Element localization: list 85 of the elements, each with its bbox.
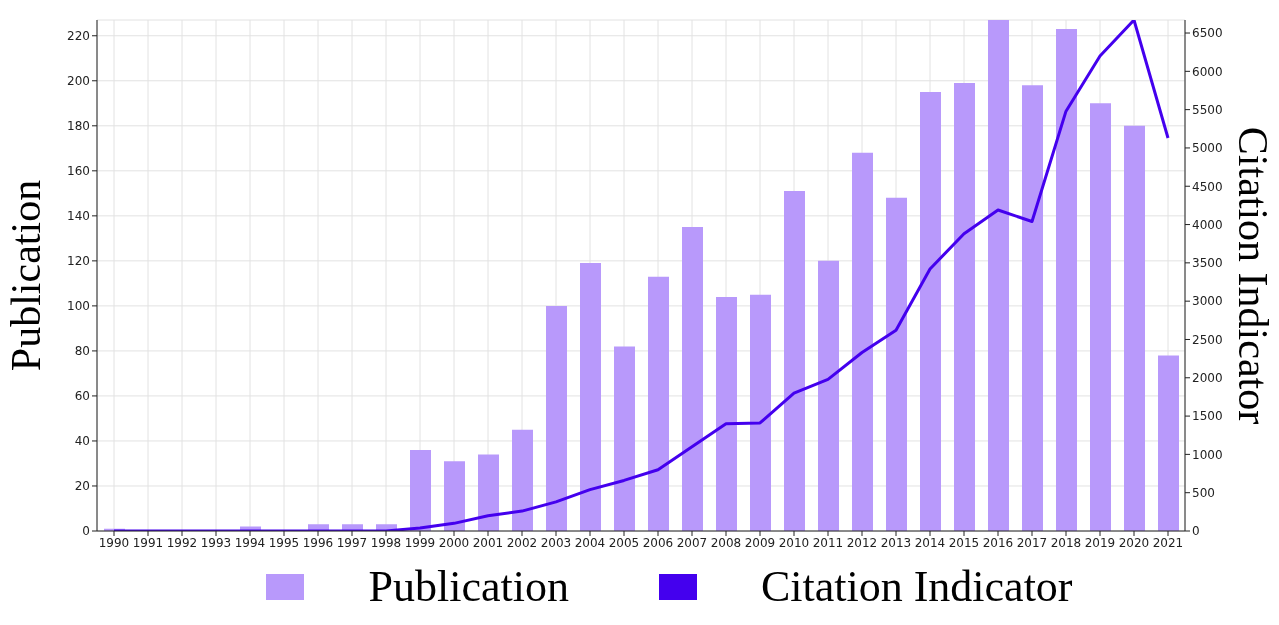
x-tick-label: 2012	[846, 535, 878, 550]
bar	[682, 227, 703, 531]
y-tick-label: 160	[67, 164, 90, 179]
x-tick-label: 2007	[676, 535, 708, 550]
x-tick-label: 1990	[98, 535, 130, 550]
bar	[614, 346, 635, 531]
bar	[818, 260, 839, 531]
x-tick-label: 1993	[200, 535, 232, 550]
bar	[784, 191, 805, 531]
bar	[988, 20, 1009, 531]
x-tick-label: 2016	[982, 535, 1014, 550]
x-tick-label: 2001	[472, 535, 504, 550]
x-tick-label: 2010	[778, 535, 810, 550]
y2-tick-label: 3500	[1192, 256, 1223, 271]
x-tick-label: 2020	[1118, 535, 1150, 550]
x-tick-label: 2006	[642, 535, 674, 550]
y2-tick-label: 5000	[1192, 141, 1223, 156]
y-tick-label: 200	[67, 74, 90, 89]
x-tick-label: 2013	[880, 535, 912, 550]
y2-tick-label: 6500	[1192, 26, 1223, 41]
x-tick-label: 1999	[404, 535, 436, 550]
x-tick-label: 2018	[1050, 535, 1082, 550]
y-tick-label: 120	[67, 254, 90, 269]
x-tick-label: 2011	[812, 535, 844, 550]
x-tick-label: 2008	[710, 535, 742, 550]
y2-tick-label: 4500	[1192, 179, 1223, 194]
bar	[648, 276, 669, 531]
y-tick-label: 220	[67, 29, 90, 44]
y-tick-label: 40	[74, 434, 90, 449]
y-tick-label: 100	[67, 299, 90, 314]
x-tick-label: 1992	[166, 535, 198, 550]
x-tick-label: 2021	[1152, 535, 1184, 550]
bar	[954, 83, 975, 531]
x-tick-label: 2017	[1016, 535, 1048, 550]
x-tick-label: 2015	[948, 535, 980, 550]
x-tick-label: 1991	[132, 535, 164, 550]
y2-tick-label: 3000	[1192, 294, 1223, 309]
bar	[1090, 103, 1111, 531]
legend-label: Citation Indicator	[760, 561, 1073, 612]
bar	[750, 294, 771, 531]
x-tick-label: 1994	[234, 535, 266, 550]
y-tick-label: 140	[67, 209, 90, 224]
y2-tick-label: 6000	[1192, 64, 1223, 79]
x-tick-label: 2019	[1084, 535, 1116, 550]
x-tick-label: 2005	[608, 535, 640, 550]
y-tick-label: 20	[74, 479, 90, 494]
bar	[886, 197, 907, 531]
y2-tick-label: 5500	[1192, 102, 1223, 117]
bar	[512, 429, 533, 531]
bar	[410, 449, 431, 531]
y-tick-label: 0	[82, 524, 90, 539]
bar	[1056, 29, 1077, 531]
y2-tick-label: 4000	[1192, 217, 1223, 232]
x-tick-label: 2003	[540, 535, 572, 550]
y2-axis-title: Citation Indicator	[1230, 126, 1276, 425]
x-tick-label: 1995	[268, 535, 300, 550]
bar	[1022, 85, 1043, 531]
y2-tick-label: 500	[1192, 485, 1215, 500]
bar	[444, 461, 465, 531]
y-tick-label: 80	[74, 344, 90, 359]
bar	[580, 263, 601, 531]
y-tick-label: 180	[67, 119, 90, 134]
y-tick-label: 60	[74, 389, 90, 404]
x-tick-label: 1997	[336, 535, 368, 550]
bar	[1158, 355, 1179, 531]
y2-tick-label: 2000	[1192, 371, 1223, 386]
x-tick-label: 2000	[438, 535, 470, 550]
bar	[546, 305, 567, 531]
y2-tick-label: 1500	[1192, 409, 1223, 424]
bar	[478, 454, 499, 531]
bar	[920, 92, 941, 531]
x-tick-label: 2009	[744, 535, 776, 550]
bar	[716, 296, 737, 531]
y2-tick-label: 2500	[1192, 332, 1223, 347]
bar	[852, 152, 873, 531]
x-tick-label: 1996	[302, 535, 334, 550]
bar	[1124, 125, 1145, 531]
x-tick-label: 2014	[914, 535, 946, 550]
legend-label: Publication	[368, 561, 569, 612]
y2-tick-label: 1000	[1192, 447, 1223, 462]
x-tick-label: 2002	[506, 535, 538, 550]
y2-tick-label: 0	[1192, 524, 1200, 539]
x-tick-label: 2004	[574, 535, 606, 550]
y-axis-title: Publication	[3, 179, 49, 372]
x-tick-label: 1998	[370, 535, 402, 550]
